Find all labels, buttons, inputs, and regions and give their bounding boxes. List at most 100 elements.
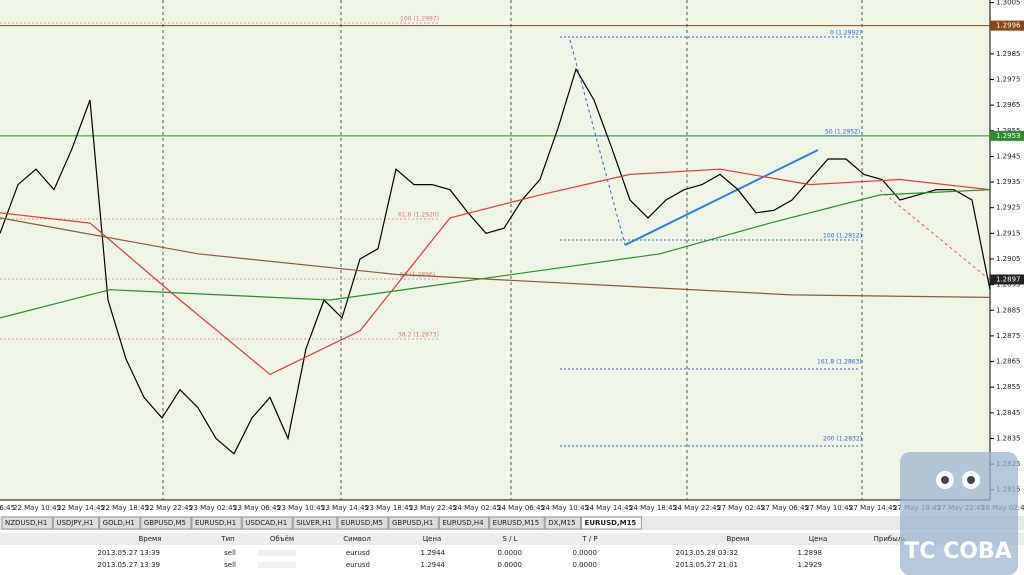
x-tick-label: 22 May 18:45 bbox=[101, 504, 149, 512]
level-label: 1.2996 bbox=[996, 22, 1021, 30]
table-cell: 2013.05.27 13:39 bbox=[98, 561, 160, 569]
tab[interactable]: EURUSD,M5 bbox=[341, 519, 383, 527]
logo: ТС СОВА bbox=[900, 452, 1018, 575]
y-tick-label: 1.2845 bbox=[996, 409, 1021, 417]
tab[interactable]: EURUSD,H4 bbox=[442, 519, 484, 527]
tab-box[interactable] bbox=[99, 516, 141, 530]
y-tick-label: 1.2935 bbox=[996, 178, 1021, 186]
tab-box[interactable] bbox=[140, 516, 192, 530]
x-tick-label: 24 May 10:45 bbox=[541, 504, 589, 512]
table-header-cell: Цена bbox=[423, 535, 442, 543]
tab[interactable]: NZDUSD,H1 bbox=[5, 519, 47, 527]
x-tick-label: 23 May 22:45 bbox=[409, 504, 457, 512]
y-tick-label: 1.2985 bbox=[996, 50, 1021, 58]
tab[interactable]: GBPUSD,H1 bbox=[392, 519, 433, 527]
table-header-cell: S / L bbox=[502, 535, 517, 543]
fib-label: 61.8 (1.2920) bbox=[398, 212, 439, 219]
tab[interactable]: EURUSD,M15 bbox=[585, 519, 637, 527]
tab-box[interactable] bbox=[581, 516, 642, 530]
volume-blur bbox=[258, 562, 296, 568]
x-tick-label: 24 May 22:45 bbox=[673, 504, 721, 512]
tab[interactable]: SILVER,H1 bbox=[296, 519, 332, 527]
table-cell: eurusd bbox=[346, 561, 370, 569]
y-tick-label: 1.2925 bbox=[996, 204, 1021, 212]
y-tick-label: 1.2965 bbox=[996, 101, 1021, 109]
tab[interactable]: USDCAD,H1 bbox=[245, 519, 287, 527]
y-tick-label: 1.2975 bbox=[996, 75, 1021, 83]
table-header bbox=[0, 533, 1024, 545]
x-tick-label: 23 May 18:45 bbox=[365, 504, 413, 512]
tab[interactable]: USDJPY,H1 bbox=[56, 519, 93, 527]
level-marker bbox=[990, 20, 1024, 31]
tab-box[interactable] bbox=[337, 516, 389, 530]
price-line bbox=[0, 67, 991, 455]
table-cell: sell bbox=[224, 549, 236, 557]
table-header-cell: Цена bbox=[809, 535, 828, 543]
table-cell: 1.2929 bbox=[798, 561, 823, 569]
y-tick-label: 1.2875 bbox=[996, 332, 1021, 340]
y-tick-label: 1.2885 bbox=[996, 306, 1021, 314]
tab-box[interactable] bbox=[1, 516, 53, 530]
table-header-cell: T / P bbox=[581, 535, 597, 543]
tab-box[interactable] bbox=[544, 516, 582, 530]
x-tick-label: 23 May 10:45 bbox=[277, 504, 325, 512]
price-marker bbox=[990, 274, 1024, 285]
tab-box[interactable] bbox=[489, 516, 545, 530]
x-tick-label: 27 May 06:45 bbox=[761, 504, 809, 512]
tab-box[interactable] bbox=[52, 516, 100, 530]
table-cell: eurusd bbox=[346, 549, 370, 557]
tab[interactable]: EURUSD,H1 bbox=[195, 519, 236, 527]
x-tick-label: 24 May 02:45 bbox=[453, 504, 501, 512]
table-cell: 2013.05.27 21:01 bbox=[676, 561, 738, 569]
table-cell: sell bbox=[224, 561, 236, 569]
table-header-cell: Время bbox=[726, 535, 749, 543]
x-tick-label: 23 May 02:45 bbox=[189, 504, 237, 512]
table-cell: 0.0000 bbox=[498, 549, 523, 557]
x-tick-label: 22 May 22:45 bbox=[145, 504, 193, 512]
fib-label: 100 (1.2912) bbox=[823, 233, 862, 240]
tab-box[interactable] bbox=[241, 516, 293, 530]
tab[interactable]: GOLD,H1 bbox=[103, 519, 135, 527]
y-tick-label: 1.2955 bbox=[996, 127, 1021, 135]
price-axis bbox=[990, 0, 1024, 515]
fib-label: 200 (1.2832) bbox=[823, 436, 862, 443]
x-tick-label: 22 May 10:45 bbox=[13, 504, 61, 512]
fib-label: 38.2 (1.2873) bbox=[398, 332, 439, 339]
table-cell: 1.2944 bbox=[421, 561, 446, 569]
tab[interactable]: EURUSD,M15 bbox=[493, 519, 540, 527]
tab-box[interactable] bbox=[438, 516, 490, 530]
y-tick-label: 1.2895 bbox=[996, 281, 1021, 289]
table-cell: 1.2898 bbox=[798, 549, 823, 557]
tab[interactable]: GBPUSD,M5 bbox=[144, 519, 186, 527]
tab[interactable]: DX,M15 bbox=[548, 519, 575, 527]
y-tick-label: 1.2865 bbox=[996, 358, 1021, 366]
price-line bbox=[0, 189, 991, 319]
tab-box[interactable] bbox=[292, 516, 338, 530]
tab-box[interactable] bbox=[388, 516, 439, 530]
y-tick-label: 1.2835 bbox=[996, 434, 1021, 442]
tab-box[interactable] bbox=[191, 516, 242, 530]
table-cell: 2013.05.27 13:39 bbox=[98, 549, 160, 557]
fib-label: 50 (1.2952) bbox=[825, 129, 860, 136]
y-tick-label: 1.2905 bbox=[996, 255, 1021, 263]
x-tick-label: 23 May 14:45 bbox=[321, 504, 369, 512]
x-tick-label: 24 May 06:45 bbox=[497, 504, 545, 512]
x-tick-label: 24 May 14:45 bbox=[585, 504, 633, 512]
trend-line bbox=[624, 149, 819, 246]
table-cell: 1.2944 bbox=[421, 549, 446, 557]
level-marker bbox=[990, 130, 1024, 141]
price-line bbox=[0, 168, 991, 376]
logo-text: ТС СОВА bbox=[904, 539, 1011, 564]
level-label: 1.2953 bbox=[996, 132, 1021, 140]
table-cell: 0.0000 bbox=[498, 561, 523, 569]
x-tick-label: 23 May 06:45 bbox=[233, 504, 281, 512]
x-tick-label: 27 May 10:45 bbox=[805, 504, 853, 512]
table-cell: 2013.05.28 03:32 bbox=[676, 549, 738, 557]
price-line bbox=[0, 217, 991, 298]
x-tick-label: 24 May 18:45 bbox=[629, 504, 677, 512]
y-tick-label: 1.2915 bbox=[996, 229, 1021, 237]
table-header-cell: Символ bbox=[343, 535, 371, 543]
x-tick-label: 06:45 bbox=[0, 504, 15, 512]
fib-label: 0 (1.2992) bbox=[830, 30, 861, 37]
